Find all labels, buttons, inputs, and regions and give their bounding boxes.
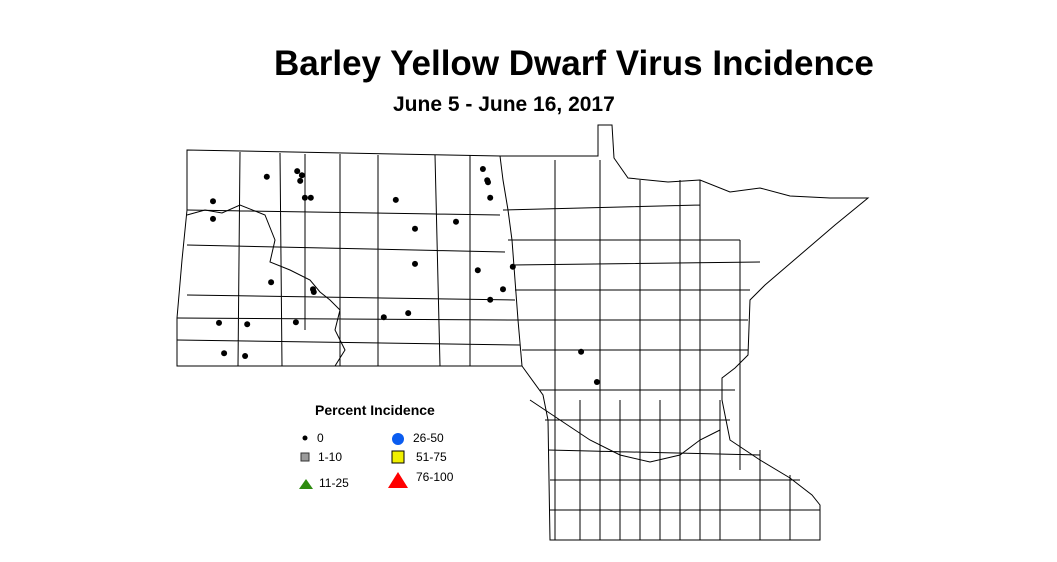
site-marker: [221, 350, 228, 357]
legend-symbol-51-75: [391, 450, 405, 464]
legend-symbol-26-50: [392, 433, 404, 445]
county-boundaries: [176, 124, 870, 541]
site-marker: [242, 353, 249, 359]
site-marker: [263, 173, 270, 180]
site-marker: [297, 177, 304, 184]
site-marker: [392, 196, 399, 203]
site-marker: [294, 168, 301, 175]
site-marker: [487, 296, 494, 303]
site-marker: [244, 321, 251, 328]
site-marker: [268, 279, 275, 286]
site-marker: [509, 263, 516, 270]
site-marker: [412, 225, 418, 232]
site-marker: [307, 194, 314, 201]
site-marker: [593, 379, 600, 385]
missouri-river: [186, 204, 346, 367]
site-marker: [298, 172, 305, 179]
legend-symbol-76-100: [388, 472, 408, 488]
site-marker: [292, 319, 299, 326]
legend-label-0: 0: [317, 431, 324, 445]
legend-label-76-100: 76-100: [416, 470, 454, 484]
legend-label-51-75: 51-75: [416, 450, 447, 464]
legend-symbols: [299, 433, 408, 489]
map-title: Barley Yellow Dwarf Virus Incidence: [274, 44, 874, 83]
site-marker: [412, 260, 418, 267]
site-marker: [210, 198, 216, 205]
legend-symbol-1-10: [300, 452, 310, 462]
site-marker: [474, 267, 481, 274]
site-marker: [453, 218, 459, 225]
site-marker: [479, 166, 486, 172]
site-marker: [380, 314, 387, 321]
site-marker: [210, 215, 216, 222]
legend-label-26-50: 26-50: [413, 431, 444, 445]
site-marker: [500, 286, 506, 293]
minnesota-river: [529, 399, 721, 463]
site-marker: [310, 289, 317, 295]
site-marker: [578, 348, 585, 355]
map-subtitle: June 5 - June 16, 2017: [393, 93, 615, 116]
legend-label-1-10: 1-10: [318, 450, 343, 464]
site-marker: [485, 179, 491, 186]
site-marker: [405, 310, 412, 317]
legend-label-11-25: 11-25: [319, 476, 349, 490]
minnesota-outline: [500, 124, 870, 541]
legend-symbol-0: [302, 435, 308, 441]
site-marker: [487, 194, 494, 201]
sampling-sites: [210, 166, 600, 385]
legend-symbol-11-25: [299, 479, 313, 489]
site-marker: [301, 194, 308, 201]
site-marker: [216, 319, 222, 326]
legend-title: Percent Incidence: [315, 402, 435, 418]
